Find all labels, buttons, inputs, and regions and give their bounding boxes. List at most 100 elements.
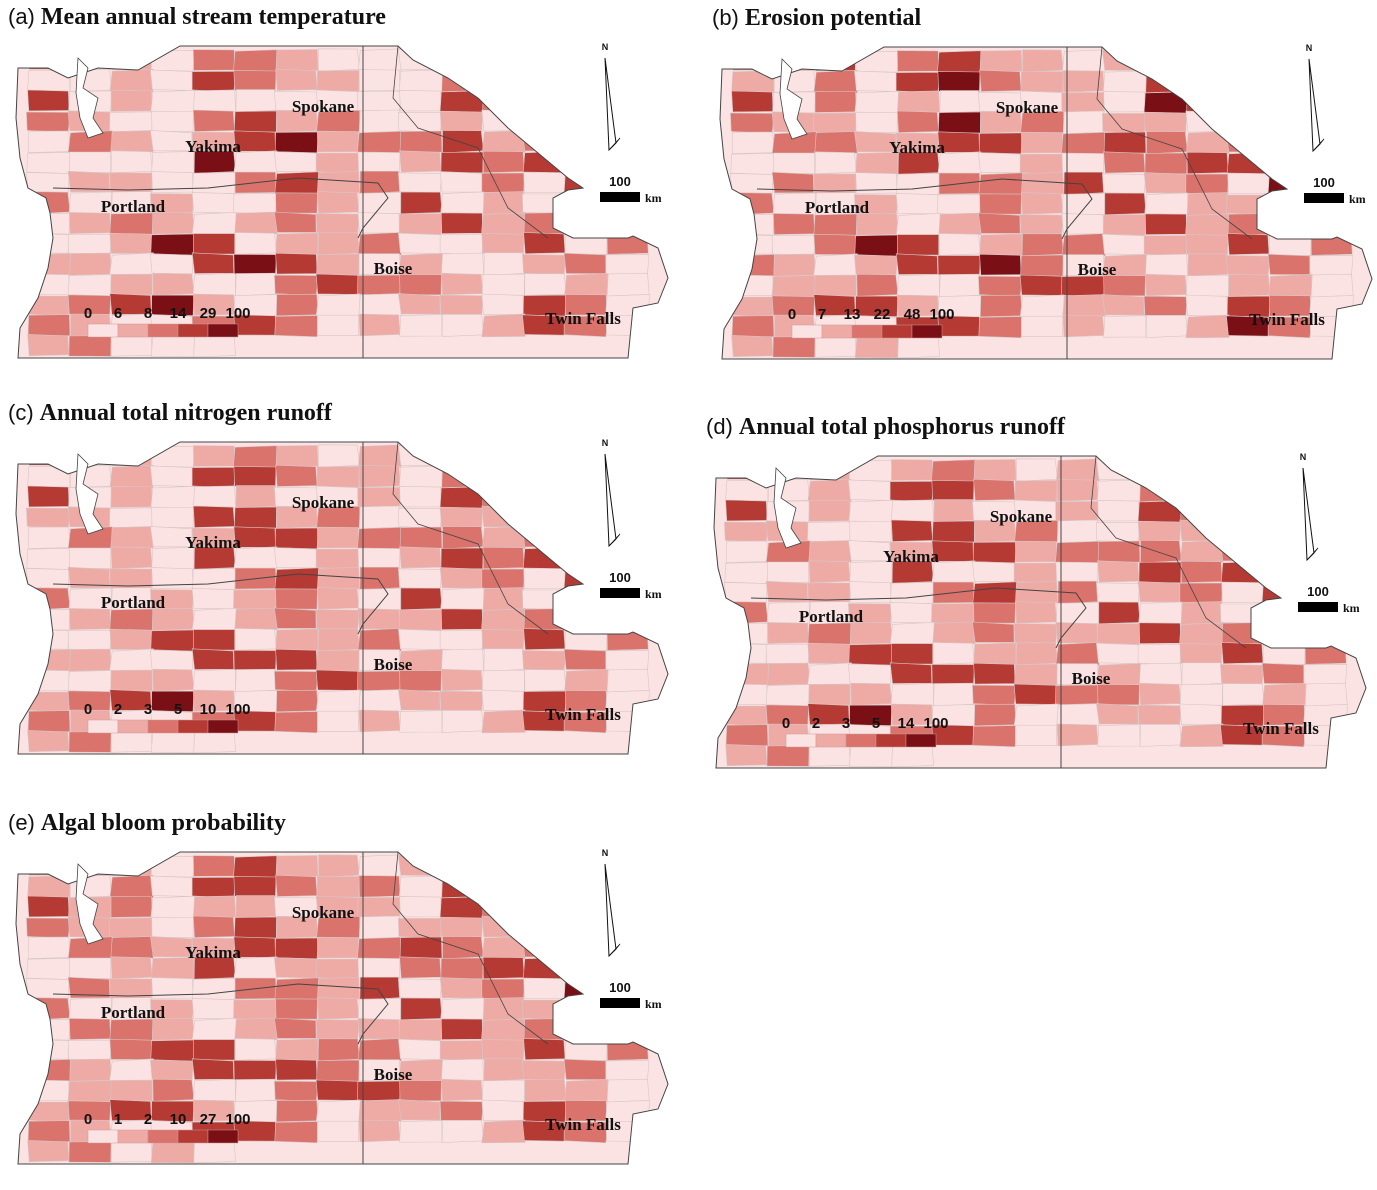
panel-b: (b) Erosion potential Spokane Yakima Portlan…: [712, 5, 1377, 385]
watershed-region: [319, 855, 360, 878]
watershed-region: [564, 938, 608, 958]
watershed-region: [26, 112, 70, 132]
watershed-region: [440, 897, 484, 919]
watershed-region: [192, 1059, 234, 1080]
watershed-region: [1181, 602, 1223, 625]
watershed-region: [726, 684, 767, 705]
legend-break-label: 2: [144, 1111, 152, 1128]
watershed-region: [607, 855, 648, 877]
watershed-region: [28, 876, 70, 898]
watershed-region: [980, 295, 1022, 317]
watershed-region: [565, 856, 606, 876]
watershed-region: [69, 1142, 111, 1163]
watershed-region: [1263, 520, 1304, 541]
watershed-region: [850, 521, 892, 541]
watershed-region: [1144, 52, 1188, 72]
watershed-region: [564, 465, 606, 486]
watershed-region: [275, 1122, 319, 1143]
watershed-region: [1056, 459, 1099, 482]
watershed-region: [897, 173, 940, 194]
watershed-region: [566, 957, 608, 979]
watershed-region: [316, 549, 360, 570]
watershed-region: [567, 212, 608, 235]
watershed-region: [234, 650, 277, 670]
watershed-region: [483, 192, 525, 215]
watershed-region: [1223, 684, 1264, 706]
watershed-region: [482, 569, 525, 590]
watershed-region: [276, 294, 318, 316]
watershed-region: [1099, 602, 1140, 624]
watershed-region: [1264, 561, 1306, 583]
watershed-region: [234, 876, 276, 896]
city-label: Boise: [374, 655, 413, 674]
panel-letter: (e): [8, 810, 35, 835]
watershed-region: [524, 112, 566, 133]
watershed-region: [855, 51, 898, 72]
watershed-region: [317, 650, 360, 671]
watershed-region: [856, 112, 898, 132]
watershed-region: [192, 212, 236, 235]
watershed-region: [440, 857, 484, 877]
watershed-region: [482, 1100, 524, 1121]
watershed-region: [69, 548, 110, 568]
watershed-region: [317, 1121, 358, 1141]
watershed-region: [565, 670, 608, 692]
watershed-region: [1262, 582, 1306, 604]
watershed-region: [109, 508, 153, 529]
watershed-region: [482, 294, 524, 315]
watershed-region: [978, 276, 1022, 296]
watershed-region: [896, 193, 938, 213]
watershed-region: [26, 978, 69, 998]
watershed-region: [1063, 315, 1104, 337]
watershed-region: [1226, 255, 1269, 275]
watershed-region: [897, 51, 938, 72]
watershed-region: [110, 69, 153, 92]
watershed-region: [732, 71, 774, 93]
watershed-region: [890, 481, 934, 502]
watershed-region: [398, 1100, 440, 1120]
legend-break-label: 5: [174, 701, 182, 718]
watershed-region: [1063, 295, 1106, 318]
watershed-region: [1139, 602, 1182, 624]
watershed-region: [28, 896, 69, 917]
north-arrow-icon: N: [1306, 43, 1324, 151]
watershed-region: [732, 132, 774, 154]
north-arrow-icon: N: [602, 848, 620, 956]
watershed-region: [1020, 275, 1062, 295]
watershed-region: [150, 254, 193, 274]
watershed-region: [482, 690, 524, 711]
watershed-region: [768, 663, 810, 685]
watershed-region: [1220, 541, 1262, 561]
watershed-region: [358, 628, 401, 651]
watershed-region: [317, 937, 358, 958]
watershed-region: [564, 649, 606, 669]
watershed-region: [359, 1100, 402, 1123]
watershed-region: [1180, 724, 1223, 747]
legend-swatch: [178, 324, 208, 337]
watershed-region: [358, 1018, 400, 1039]
watershed-region: [1063, 111, 1105, 134]
watershed-region: [606, 1061, 649, 1082]
city-label: Yakima: [889, 138, 945, 157]
watershed-region: [978, 153, 1020, 173]
watershed-region: [235, 669, 277, 692]
watershed-region: [68, 630, 112, 650]
watershed-region: [932, 664, 975, 684]
watershed-region: [399, 70, 442, 92]
watershed-region: [813, 113, 857, 134]
watershed-region: [773, 153, 814, 173]
panel-title: (b) Erosion potential: [712, 5, 921, 32]
watershed-region: [607, 49, 648, 71]
watershed-region: [150, 466, 192, 486]
watershed-region: [443, 526, 484, 549]
watershed-region: [1268, 173, 1312, 195]
watershed-region: [482, 130, 525, 153]
watershed-region: [357, 671, 401, 692]
watershed-region: [606, 877, 649, 897]
watershed-region: [815, 152, 856, 174]
watershed-region: [316, 1020, 359, 1040]
watershed-region: [442, 1120, 483, 1142]
watershed-region: [1146, 315, 1187, 337]
watershed-region: [1310, 256, 1353, 277]
watershed-region: [440, 568, 482, 588]
